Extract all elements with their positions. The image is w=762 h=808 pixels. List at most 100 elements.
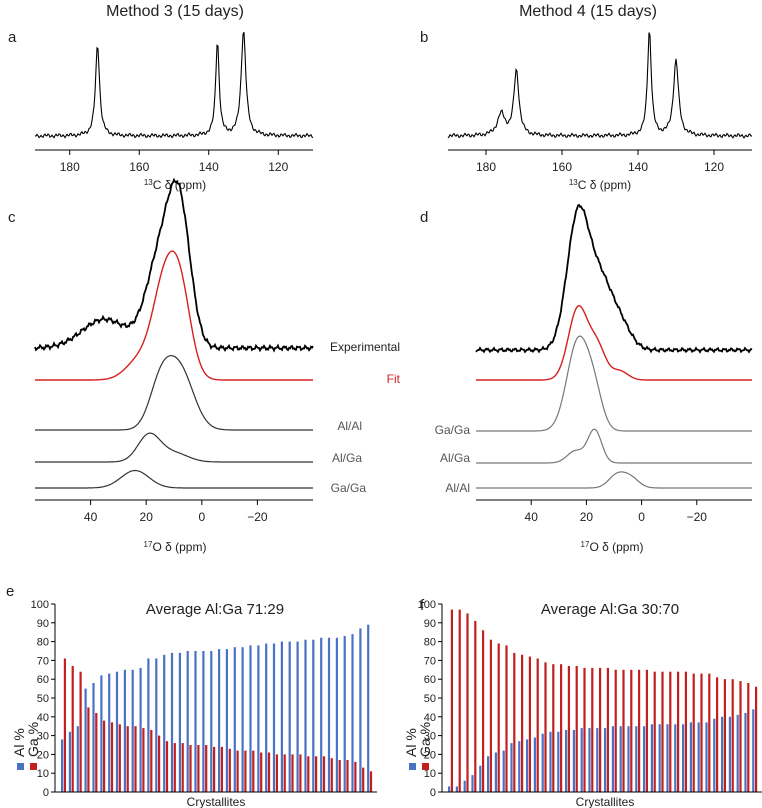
panel-e-bar-al-0	[61, 739, 64, 792]
panel-b-spectrum-line	[447, 32, 753, 139]
panel-f-bar-al-24	[635, 726, 638, 792]
panel-e-x-label: Crystallites	[187, 795, 246, 808]
panel-e-y-tick-label-1: 10	[37, 768, 49, 780]
panel-f-bar-al-7	[502, 750, 505, 792]
panel-c-x-tick-label-2: 0	[198, 510, 205, 524]
panel-f-bar-ga-29	[677, 671, 680, 792]
panel-f-bar-al-1	[455, 786, 458, 792]
panel-f-bar-ga-21	[614, 669, 617, 792]
panel-d-x-tick-label-0: 40	[525, 510, 539, 524]
panel-f-bar-ga-11	[536, 658, 539, 792]
panel-e-bar-ga-5	[103, 720, 106, 792]
panel-d-trace-ga-ga	[476, 335, 752, 432]
panel-e-bar-al-14	[170, 652, 174, 792]
panel-d-x-tick-label-3: −20	[687, 510, 708, 524]
panel-f-bar-ga-7	[505, 645, 508, 792]
panel-f-bar-al-6	[494, 752, 497, 792]
panel-c-label-ga-ga: Ga/Ga	[331, 481, 367, 495]
panel-c-label-fit: Fit	[387, 372, 401, 386]
panel-f-bar-al-35	[721, 716, 724, 792]
panel-c-trace-al-al	[35, 354, 313, 431]
panel-e-y-tick-label-10: 100	[31, 599, 49, 611]
panel-f-bar-al-31	[689, 722, 692, 792]
panel-f-bar-ga-37	[739, 681, 742, 792]
panel-c-x-label: 17O δ (ppm)	[144, 540, 207, 554]
panel-f-bar-al-0	[448, 786, 451, 792]
panel-e-bar-al-17	[194, 651, 197, 792]
panel-e-bar-al-27	[272, 643, 276, 792]
panel-a-x-tick-label-1: 160	[129, 160, 149, 174]
panel-f-bar-ga-10	[528, 656, 531, 792]
panel-c-trace-ga-ga	[35, 469, 313, 489]
panel-e-y-tick-label-2: 20	[37, 749, 49, 761]
panel-b-title: Method 4 (15 days)	[519, 3, 657, 20]
panel-e-bar-ga-36	[346, 760, 349, 792]
panel-e-bar-al-18	[202, 651, 205, 792]
panel-e-bar-al-15	[178, 652, 181, 792]
panel-a-13c-spectrum: Method 3 (15 days) 180 160 140 120 13C δ (p…	[35, 3, 314, 192]
panel-d-label-ga-ga: Ga/Ga	[435, 423, 471, 437]
panel-f-y-tick-label-3: 30	[424, 731, 436, 743]
panel-letter-a: a	[8, 29, 17, 46]
panel-e-bar-al-10	[139, 667, 142, 792]
panel-e-bar-ga-31	[307, 756, 310, 792]
panel-f-x-label: Crystallites	[576, 795, 635, 808]
panel-e-bar-ga-38	[362, 767, 365, 792]
panel-d-trace-al-al	[476, 471, 752, 489]
panel-c-x-tick-label-0: 40	[84, 510, 98, 524]
panel-e-bar-ga-3	[87, 707, 90, 792]
panel-f-bar-al-3	[471, 775, 474, 792]
panel-f-bar-ga-12	[544, 662, 547, 792]
panel-e-bar-ga-39	[369, 771, 373, 792]
panel-c-trace-fit	[35, 250, 313, 381]
panel-f-bar-ga-18	[591, 667, 594, 792]
panel-f-bar-al-11	[533, 737, 536, 792]
panel-e-bar-ga-11	[150, 730, 153, 792]
panel-b-x-tick-label-0: 180	[476, 160, 496, 174]
panel-e-bar-al-30	[296, 641, 299, 792]
panel-e-bar-al-20	[218, 649, 221, 792]
panel-d-trace-experimental	[475, 203, 753, 354]
panel-f-bar-al-25	[643, 726, 646, 792]
panel-letter-f: f	[420, 597, 425, 614]
panel-f-bar-al-30	[682, 724, 685, 792]
panel-c-x-tick-label-3: −20	[247, 510, 268, 524]
panel-f-bars	[448, 609, 758, 792]
panel-f-bar-ga-19	[599, 667, 602, 792]
panel-f-bar-ga-34	[716, 677, 719, 792]
panel-e-bar-ga-25	[260, 752, 263, 792]
panel-f-bar-ga-30	[684, 671, 687, 792]
panel-f-y-legend: Al % Ga %	[403, 722, 433, 770]
panel-e-bars	[61, 624, 373, 792]
panel-e-bar-al-5	[100, 675, 103, 792]
panel-letter-e: e	[6, 583, 14, 600]
panel-f-bar-al-27	[658, 724, 661, 792]
panel-f-y-tick-label-8: 80	[424, 637, 436, 649]
panel-f-bar-ga-25	[645, 669, 648, 792]
panel-f-y-tick-label-0: 0	[430, 787, 436, 799]
panel-e-bar-ga-27	[275, 754, 278, 792]
panel-f-bar-ga-36	[731, 679, 734, 792]
panel-a-spectrum-line	[35, 31, 314, 139]
panel-c-label-al-ga: Al/Ga	[332, 451, 362, 465]
panel-e-y-ticks: 0 10 20 30 40 50 60 70 80 90 100	[31, 599, 55, 799]
panel-a-x-tick-label-2: 140	[199, 160, 219, 174]
panel-e-bar-ga-12	[158, 735, 161, 792]
panel-f-bar-al-37	[736, 714, 739, 792]
panel-f-bar-al-36	[728, 716, 731, 792]
panel-e-bar-al-13	[163, 654, 166, 792]
panel-e-bar-al-8	[123, 669, 126, 792]
panel-f-bar-al-8	[510, 743, 513, 792]
panel-d-label-al-ga: Al/Ga	[440, 451, 470, 465]
panel-e-bar-ga-30	[299, 754, 302, 792]
panel-e-bar-ga-37	[354, 761, 357, 792]
panel-e-bar-ga-20	[220, 746, 223, 792]
panel-f-bar-ga-1	[458, 609, 461, 792]
panel-f-bar-ga-8	[513, 652, 516, 792]
panel-f-bar-ga-20	[606, 667, 609, 792]
panel-e-bar-al-19	[210, 651, 213, 792]
panel-e-bar-ga-33	[322, 756, 326, 792]
panel-f-bar-al-17	[580, 728, 583, 792]
panel-e-bar-ga-23	[244, 750, 247, 792]
panel-d-trace-fit	[476, 304, 752, 381]
